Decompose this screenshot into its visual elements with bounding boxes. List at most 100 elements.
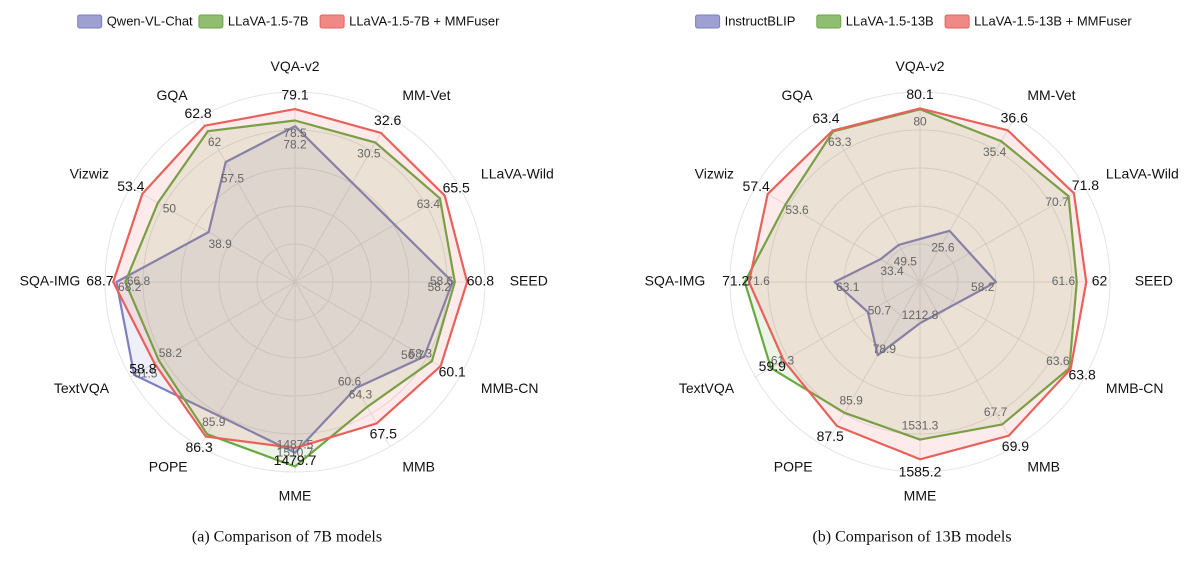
- value-label: 67.7: [984, 405, 1008, 419]
- axis-label: MMB: [1027, 459, 1060, 475]
- spoke: [294, 281, 391, 447]
- legend-item: LLaVA-1.5-13B + MMFuser: [944, 13, 1132, 29]
- spoke: [130, 281, 296, 378]
- legend-label: LLaVA-1.5-7B: [228, 13, 309, 28]
- value-label: 58.6: [430, 274, 454, 288]
- value-label: 1212.8: [902, 308, 939, 322]
- value-label: 30.5: [357, 146, 381, 160]
- value-label: 70.7: [1045, 195, 1069, 209]
- axis-label: TextVQA: [679, 380, 735, 396]
- spoke: [919, 281, 1016, 447]
- legend-item: LLaVA-1.5-13B: [816, 13, 934, 29]
- value-label: 87.5: [817, 428, 844, 444]
- value-label: 58.2: [428, 280, 452, 294]
- value-label: 38.9: [208, 237, 232, 251]
- value-label: 58.2: [971, 280, 995, 294]
- value-label: 58.3: [409, 347, 433, 361]
- axis-label: POPE: [774, 459, 813, 475]
- value-label: 61.5: [134, 366, 158, 380]
- value-label: 65.5: [443, 180, 470, 196]
- axis-label: MME: [904, 487, 937, 503]
- value-label: 53.4: [117, 178, 144, 194]
- value-label: 85.9: [839, 393, 863, 407]
- value-label: 61.3: [771, 354, 795, 368]
- axis-label: SQA-IMG: [645, 273, 706, 289]
- axis-label: VQA-v2: [895, 58, 944, 74]
- legend-item: LLaVA-1.5-7B + MMFuser: [319, 13, 500, 29]
- value-label: 35.4: [983, 145, 1007, 159]
- value-label: 68.2: [118, 280, 142, 294]
- value-label: 1585.2: [899, 463, 942, 479]
- value-label: 36.6: [1001, 109, 1028, 125]
- legend-label: LLaVA-1.5-13B + MMFuser: [974, 13, 1132, 28]
- axis-label: MMB-CN: [1106, 380, 1164, 396]
- legend-label: InstructBLIP: [725, 13, 796, 28]
- legend-swatch: [816, 14, 842, 29]
- axis-label: TextVQA: [54, 380, 110, 396]
- axis-label: VQA-v2: [270, 58, 319, 74]
- value-label: 1531.3: [902, 418, 939, 432]
- value-label: 60.6: [338, 375, 362, 389]
- value-label: 60.8: [467, 273, 494, 289]
- axis-label: GQA: [782, 87, 814, 103]
- axis-label: MME: [279, 487, 312, 503]
- axis-label: MMB-CN: [481, 380, 539, 396]
- series-area: [833, 229, 998, 357]
- series-area: [124, 119, 456, 468]
- value-label: 69.9: [1002, 438, 1029, 454]
- radar-chart: VQA-v2 MM-Vet LLaVA-Wild SEED MMB-CN MMB MME PO…: [20, 13, 554, 545]
- axis-label: Vizwiz: [695, 165, 734, 181]
- value-label: 32.6: [374, 112, 401, 128]
- spoke: [294, 186, 460, 283]
- value-label: 53.6: [785, 203, 809, 217]
- value-label: 1479.7: [274, 452, 317, 468]
- value-label: 78.9: [873, 342, 897, 356]
- legend-label: Qwen-VL-Chat: [107, 13, 193, 28]
- value-label: 50.7: [868, 304, 892, 318]
- value-label: 59.9: [759, 358, 786, 374]
- value-label: 71.2: [722, 273, 749, 289]
- axis-label: SEED: [510, 273, 548, 289]
- spoke: [824, 281, 921, 447]
- value-label: 78.5: [283, 126, 307, 140]
- axis-label: MM-Vet: [1027, 87, 1075, 103]
- series-area: [743, 108, 1078, 441]
- value-label: 57.5: [221, 172, 245, 186]
- value-label: 56.7: [401, 348, 425, 362]
- legend-label: LLaVA-1.5-13B: [846, 13, 934, 28]
- value-label: 49.5: [894, 255, 918, 269]
- spoke: [919, 186, 1085, 283]
- value-label: 62.8: [184, 105, 211, 121]
- value-label: 58.2: [159, 346, 183, 360]
- radar-chart: VQA-v2 MM-Vet LLaVA-Wild SEED MMB-CN MMB MME PO…: [645, 13, 1179, 545]
- value-label: 71.6: [746, 274, 770, 288]
- value-label: 66.8: [127, 274, 151, 288]
- value-label: 62: [208, 135, 222, 149]
- series-area: [747, 107, 1088, 461]
- axis-label: GQA: [157, 87, 189, 103]
- value-label: 63.3: [828, 135, 852, 149]
- series-area: [115, 125, 454, 454]
- value-label: 85.9: [202, 415, 226, 429]
- value-label: 63.4: [812, 110, 839, 126]
- value-label: 79.1: [281, 87, 308, 103]
- axis-label: SEED: [1135, 273, 1173, 289]
- value-label: 61.6: [1052, 274, 1076, 288]
- series-area: [112, 107, 469, 450]
- legend-swatch: [695, 14, 721, 29]
- axis-label: MMB: [402, 459, 435, 475]
- caption: (a) Comparison of 7B models: [192, 529, 382, 546]
- spoke: [919, 117, 1016, 283]
- value-label: 71.8: [1072, 177, 1099, 193]
- axis-label: LLaVA-Wild: [1106, 165, 1179, 181]
- value-label: 80: [913, 115, 927, 129]
- axis-label: SQA-IMG: [20, 273, 81, 289]
- axis-label: Vizwiz: [70, 165, 109, 181]
- value-label: 63.8: [1069, 366, 1096, 382]
- value-label: 58.8: [129, 361, 156, 377]
- axis-label: POPE: [149, 459, 188, 475]
- value-label: 62: [1092, 273, 1108, 289]
- legend-swatch: [944, 14, 970, 29]
- value-label: 1487.5: [277, 438, 314, 452]
- value-label: 67.5: [370, 426, 397, 442]
